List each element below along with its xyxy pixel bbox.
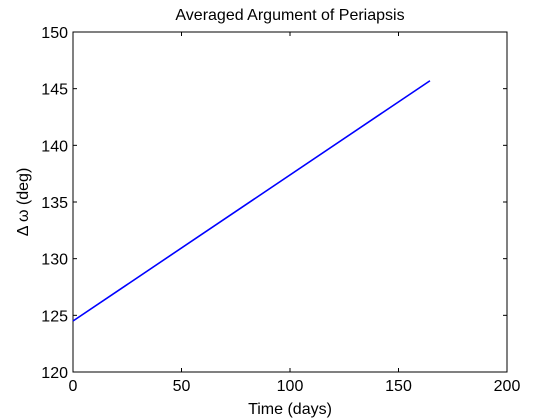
y-tick-label: 125	[41, 308, 68, 325]
chart-title: Averaged Argument of Periapsis	[175, 7, 404, 24]
x-axis: 0 50 100 150 200	[69, 32, 521, 395]
y-tick-label: 120	[41, 365, 68, 382]
x-tick-label: 150	[385, 378, 412, 395]
y-axis-label: Δ ω (deg)	[15, 168, 32, 237]
series-layer	[72, 80, 431, 322]
x-tick-label: 50	[173, 378, 191, 395]
y-axis: 120 125 130 135 140 145 150	[41, 25, 507, 382]
plot-area	[72, 31, 508, 373]
x-tick-label: 100	[277, 378, 304, 395]
y-tick-label: 135	[41, 195, 68, 212]
x-tick-label: 0	[69, 378, 78, 395]
y-tick-label: 150	[41, 25, 68, 42]
y-tick-label: 130	[41, 252, 68, 269]
y-tick-label: 145	[41, 82, 68, 99]
x-tick-label: 200	[494, 378, 521, 395]
y-tick-label: 140	[41, 138, 68, 155]
series-line	[72, 80, 431, 322]
x-axis-label: Time (days)	[248, 401, 332, 418]
